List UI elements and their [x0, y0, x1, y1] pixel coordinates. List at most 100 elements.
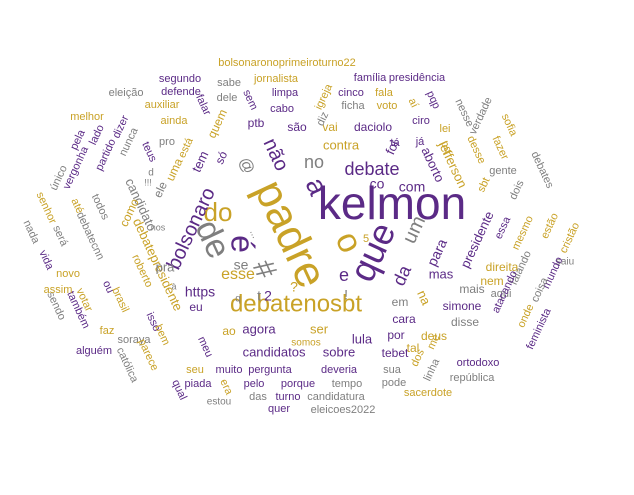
word-125: auxiliar [145, 99, 180, 111]
word-142: diz [315, 110, 332, 128]
word-89: meu [195, 335, 215, 359]
word-97: parece [136, 337, 161, 373]
word-137: cinco [338, 87, 364, 99]
word-87: ao [222, 324, 236, 338]
word-62: aqui [491, 288, 512, 300]
word-178: d [148, 168, 154, 179]
word-165: saiu [556, 257, 574, 268]
word-179: !!! [144, 177, 152, 187]
word-129: falar [193, 93, 213, 118]
word-74: muito [216, 364, 243, 376]
word-60: disse [451, 315, 479, 329]
word-122: teus [139, 140, 159, 164]
word-42: na [414, 288, 434, 308]
word-121: melhor [70, 111, 104, 123]
word-157: sbt [475, 176, 492, 194]
word-22: t [257, 288, 261, 304]
word-181: à [171, 281, 176, 291]
word-145: lei [439, 123, 450, 135]
word-78: tempo [332, 378, 363, 390]
word-113: até [68, 196, 85, 215]
word-61: mais [459, 282, 484, 296]
word-15: no [304, 152, 324, 172]
word-106: novo [56, 268, 80, 280]
word-175: nos [151, 222, 166, 232]
word-139: limpa [272, 87, 299, 99]
word-13: da [389, 261, 416, 288]
word-64: nem [480, 274, 503, 288]
word-84: estou [207, 397, 231, 408]
word-176: 5 [363, 233, 369, 245]
word-57: tebet [382, 346, 409, 360]
word-135: família [354, 72, 387, 84]
word-91: bem [152, 323, 172, 347]
word-23: 2 [264, 288, 272, 304]
word-174: me [425, 332, 442, 351]
word-131: dele [217, 92, 238, 104]
word-71: sua [383, 364, 402, 376]
word-18: @ [235, 155, 257, 177]
word-172: linha [422, 356, 443, 383]
word-140: igreja [313, 81, 336, 111]
word-80: das [249, 391, 267, 403]
word-160: debates [528, 150, 556, 191]
word-86: somos [291, 338, 320, 349]
word-128: segundo [159, 73, 201, 85]
word-144: voto [377, 100, 398, 112]
word-177: q [235, 294, 241, 305]
word-132: sem [240, 88, 260, 112]
word-155: fazer [489, 134, 510, 162]
word-143: ficha [341, 100, 365, 112]
word-17: esse [221, 266, 255, 283]
word-58: simone [443, 299, 482, 313]
word-148: aí [406, 96, 421, 109]
word-159: gente [489, 165, 517, 177]
word-48: daciolo [354, 120, 392, 134]
word-127: defende [161, 86, 201, 98]
word-41: sobre [323, 344, 356, 359]
word-110: senhor [34, 190, 59, 226]
word-158: dois [507, 178, 527, 202]
word-59: deus [421, 329, 447, 343]
word-0: kelmon [318, 177, 466, 229]
word-108: nada [20, 218, 42, 246]
word-8: do [204, 197, 233, 227]
word-26: co [370, 176, 385, 192]
word-9: debatenosbt [230, 290, 362, 317]
word-82: quer [268, 403, 290, 415]
word-27: com [399, 179, 425, 195]
word-55: em [392, 295, 409, 309]
word-37: agora [242, 321, 276, 336]
word-101: era [217, 377, 235, 397]
word-153: desse [464, 134, 487, 166]
word-150: tá [390, 137, 400, 149]
word-136: presidência [389, 72, 446, 84]
word-70: pode [382, 377, 406, 389]
word-123: pro [159, 136, 175, 148]
word-11: não [259, 135, 293, 175]
word-126: eleição [109, 87, 144, 99]
word-134: bolsonaronoprimeiroturno22 [218, 57, 356, 69]
word-40: candidatos [243, 344, 306, 359]
word-94: ou [100, 279, 116, 295]
word-53: está [176, 135, 196, 160]
word-44: uma [163, 156, 186, 183]
word-98: católica [114, 346, 141, 386]
word-109: será [50, 224, 70, 249]
word-99: alguém [76, 345, 112, 357]
word-107: vida [36, 248, 56, 272]
word-72: deveria [321, 364, 358, 376]
word-36: mas [429, 266, 454, 281]
word-164: cristão [558, 221, 583, 255]
word-46: vai [322, 120, 337, 134]
word-63: direita [486, 260, 519, 274]
word-39: lula [352, 331, 373, 346]
word-105: assim [44, 284, 73, 296]
word-147: pqp [424, 89, 443, 111]
word-149: já [415, 136, 425, 148]
word-81: turno [275, 391, 300, 403]
word-5: é [225, 235, 261, 253]
word-65: tal [407, 341, 420, 355]
word-49: ptb [248, 116, 265, 130]
word-32: foi [382, 138, 401, 157]
